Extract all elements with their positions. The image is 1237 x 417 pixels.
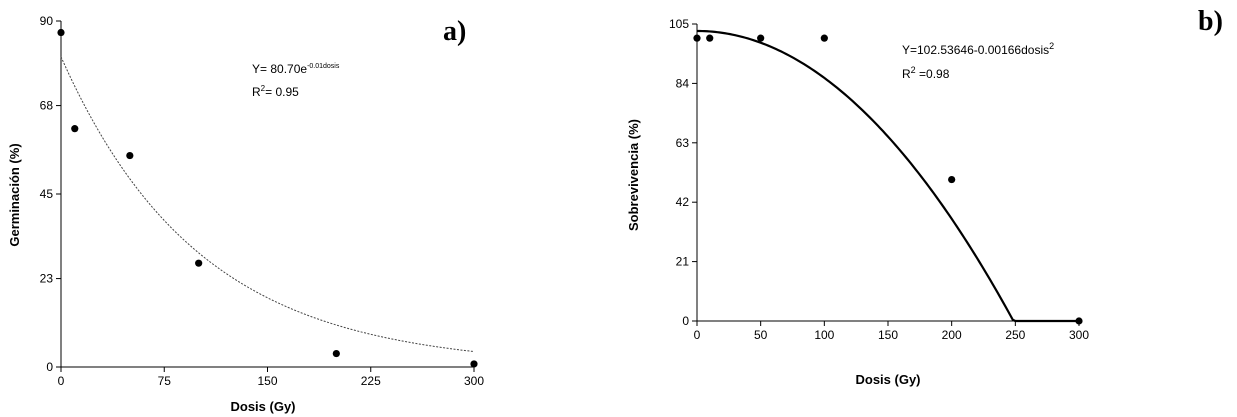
a-data-point	[195, 259, 203, 267]
chart-a-svg: 0 23 45 68 90 0 75 150 225 300 Dosis (Gy) Germin…	[7, 14, 484, 414]
b-x-tick-label: 250	[1005, 328, 1025, 342]
a-x-tick-label: 300	[464, 374, 484, 388]
chart-a-y-axis-title: Germinación (%)	[7, 143, 22, 246]
chart-b-r-squared-sup: 2	[911, 65, 916, 75]
a-x-tick-label: 225	[361, 374, 381, 388]
b-data-point	[820, 34, 828, 42]
chart-a-points	[57, 28, 478, 368]
a-y-tick-label: 90	[40, 14, 54, 28]
b-x-tick-label: 150	[878, 328, 898, 342]
chart-a-x-axis-title: Dosis (Gy)	[230, 399, 295, 414]
a-y-tick-label: 23	[40, 272, 54, 286]
a-x-tick-label: 75	[158, 374, 172, 388]
chart-a-panel-letter: a)	[443, 16, 466, 47]
b-data-point	[948, 175, 956, 184]
b-y-tick-label: 0	[682, 314, 689, 328]
b-y-tick-label: 42	[676, 195, 690, 209]
chart-b-points	[693, 34, 1083, 325]
chart-b-svg: 0 21 42 63 84 105 0 50 100 150 200 250 300 Dosis (G…	[626, 6, 1223, 387]
chart-a-equation: Y= 80.70e-0.01dosis	[252, 62, 340, 76]
chart-b-r-squared-value: =0.98	[916, 67, 950, 81]
a-x-tick-label: 150	[257, 374, 277, 388]
a-x-tick-label: 0	[58, 374, 65, 388]
chart-b-fit-curve	[696, 29, 1079, 323]
b-x-tick-label: 100	[814, 328, 834, 342]
b-data-point	[693, 34, 701, 42]
a-data-point	[71, 125, 79, 133]
chart-b-y-ticks: 0 21 42 63 84 105	[669, 17, 697, 328]
chart-a-r-squared-sup: 2	[261, 84, 266, 93]
b-x-tick-label: 300	[1069, 328, 1089, 342]
b-y-tick-label: 84	[676, 76, 690, 90]
chart-panel-b: 0 21 42 63 84 105 0 50 100 150 200 250 300 Dosis (G…	[600, 0, 1237, 417]
chart-a-equation-main: Y= 80.70e	[252, 62, 307, 76]
chart-b-equation: Y=102.53646-0.00166dosis2	[902, 41, 1054, 57]
a-data-point	[57, 28, 65, 37]
chart-b-x-axis-title: Dosis (Gy)	[855, 372, 920, 387]
b-y-tick-label: 63	[676, 136, 690, 150]
a-y-tick-label: 0	[46, 360, 53, 374]
a-data-point	[126, 151, 134, 160]
b-data-point	[757, 34, 765, 42]
a-data-point	[332, 349, 340, 358]
b-y-tick-label: 21	[676, 255, 690, 269]
b-x-tick-label: 0	[694, 328, 701, 342]
chart-b-equation-main: Y=102.53646-0.00166dosis	[902, 43, 1049, 57]
b-x-tick-label: 50	[754, 328, 768, 342]
chart-b-axes	[696, 24, 1079, 322]
a-data-point	[470, 360, 478, 368]
a-y-tick-label: 45	[40, 187, 54, 201]
chart-a-equation-exponent: -0.01dosis	[307, 63, 340, 70]
chart-b-equation-exponent: 2	[1049, 41, 1054, 51]
a-y-tick-label: 68	[40, 99, 54, 113]
chart-a-y-ticks: 0 23 45 68 90	[40, 14, 61, 374]
b-data-point	[706, 34, 714, 42]
chart-b-r-squared-base: R	[902, 67, 911, 81]
chart-b-x-ticks: 0 50 100 150 200 250 300	[694, 321, 1089, 342]
b-data-point	[1075, 317, 1083, 325]
chart-panel-a: 0 23 45 68 90 0 75 150 225 300 Dosis (Gy) Germin…	[0, 0, 600, 417]
b-y-tick-label: 105	[669, 17, 689, 31]
chart-b-panel-letter: b)	[1198, 6, 1223, 37]
chart-a-fit-curve	[60, 56, 475, 353]
chart-b-r-squared: R2 =0.98	[902, 65, 950, 81]
b-x-tick-label: 200	[942, 328, 962, 342]
chart-a-r-squared-base: R	[252, 85, 261, 99]
chart-a-r-squared: R2= 0.95	[252, 84, 299, 99]
chart-a-x-ticks: 0 75 150 225 300	[58, 367, 484, 388]
chart-b-y-axis-title: Sobrevivencia (%)	[626, 119, 641, 231]
chart-a-r-squared-value: = 0.95	[265, 85, 299, 99]
